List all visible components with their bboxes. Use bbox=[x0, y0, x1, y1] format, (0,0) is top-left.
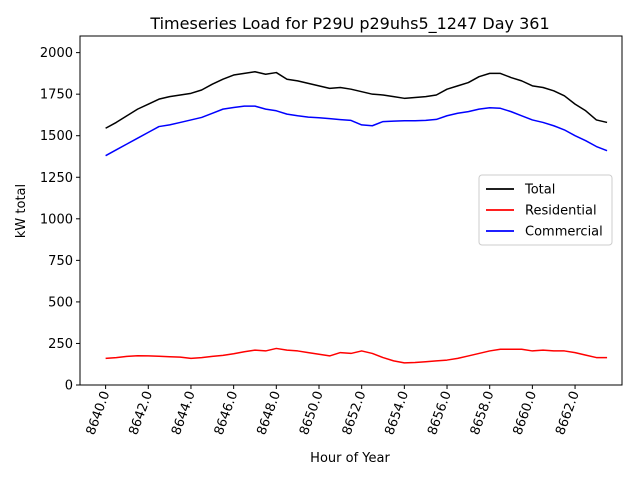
series-layer bbox=[105, 70, 608, 364]
legend-box bbox=[478, 174, 613, 246]
x-tick-label: 8644.0 bbox=[169, 389, 199, 437]
y-tick-label: 1250 bbox=[40, 171, 73, 186]
legend-label-residential: Residential bbox=[525, 204, 597, 219]
x-tick-label: 8662.0 bbox=[553, 389, 583, 437]
x-tick-label: 8658.0 bbox=[468, 389, 498, 437]
x-tick-label: 8660.0 bbox=[510, 389, 540, 437]
x-tick-label: 8642.0 bbox=[126, 389, 156, 437]
x-tick-label: 8646.0 bbox=[212, 389, 242, 437]
chart-title: Timeseries Load for P29U p29uhs5_1247 Da… bbox=[149, 14, 549, 34]
x-tick-label: 8640.0 bbox=[84, 389, 114, 437]
y-tick-label: 2000 bbox=[40, 46, 73, 61]
legend-label-total: Total bbox=[524, 183, 555, 198]
y-tick-label: 1750 bbox=[40, 88, 73, 103]
y-tick-label: 1000 bbox=[40, 212, 73, 227]
y-axis: 0 250 500 750 1000 1250 1500 1750 2000 bbox=[40, 46, 80, 394]
y-axis-title: kW total bbox=[14, 184, 29, 238]
x-tick-label: 8656.0 bbox=[425, 389, 455, 437]
y-tick-label: 250 bbox=[48, 337, 73, 352]
x-tick-label: 8654.0 bbox=[382, 389, 412, 437]
y-tick-label: 1500 bbox=[40, 129, 73, 144]
y-tick-label: 750 bbox=[48, 254, 73, 269]
y-tick-label: 500 bbox=[48, 295, 73, 310]
series-line-residential bbox=[105, 347, 608, 364]
series-line-commercial bbox=[105, 105, 608, 157]
legend-label-commercial: Commercial bbox=[525, 225, 603, 240]
x-axis-title: Hour of Year bbox=[310, 451, 390, 466]
x-tick-label: 8650.0 bbox=[297, 389, 327, 437]
x-axis: 8640.0 8642.0 8644.0 8646.0 8648.0 8650.0 8652… bbox=[84, 385, 583, 437]
x-tick-label: 8648.0 bbox=[254, 389, 284, 437]
x-tick-label: 8652.0 bbox=[340, 389, 370, 437]
legend: Total Residential Commercial bbox=[478, 174, 613, 246]
series-line-total bbox=[105, 70, 608, 129]
y-tick-label: 0 bbox=[65, 379, 73, 394]
